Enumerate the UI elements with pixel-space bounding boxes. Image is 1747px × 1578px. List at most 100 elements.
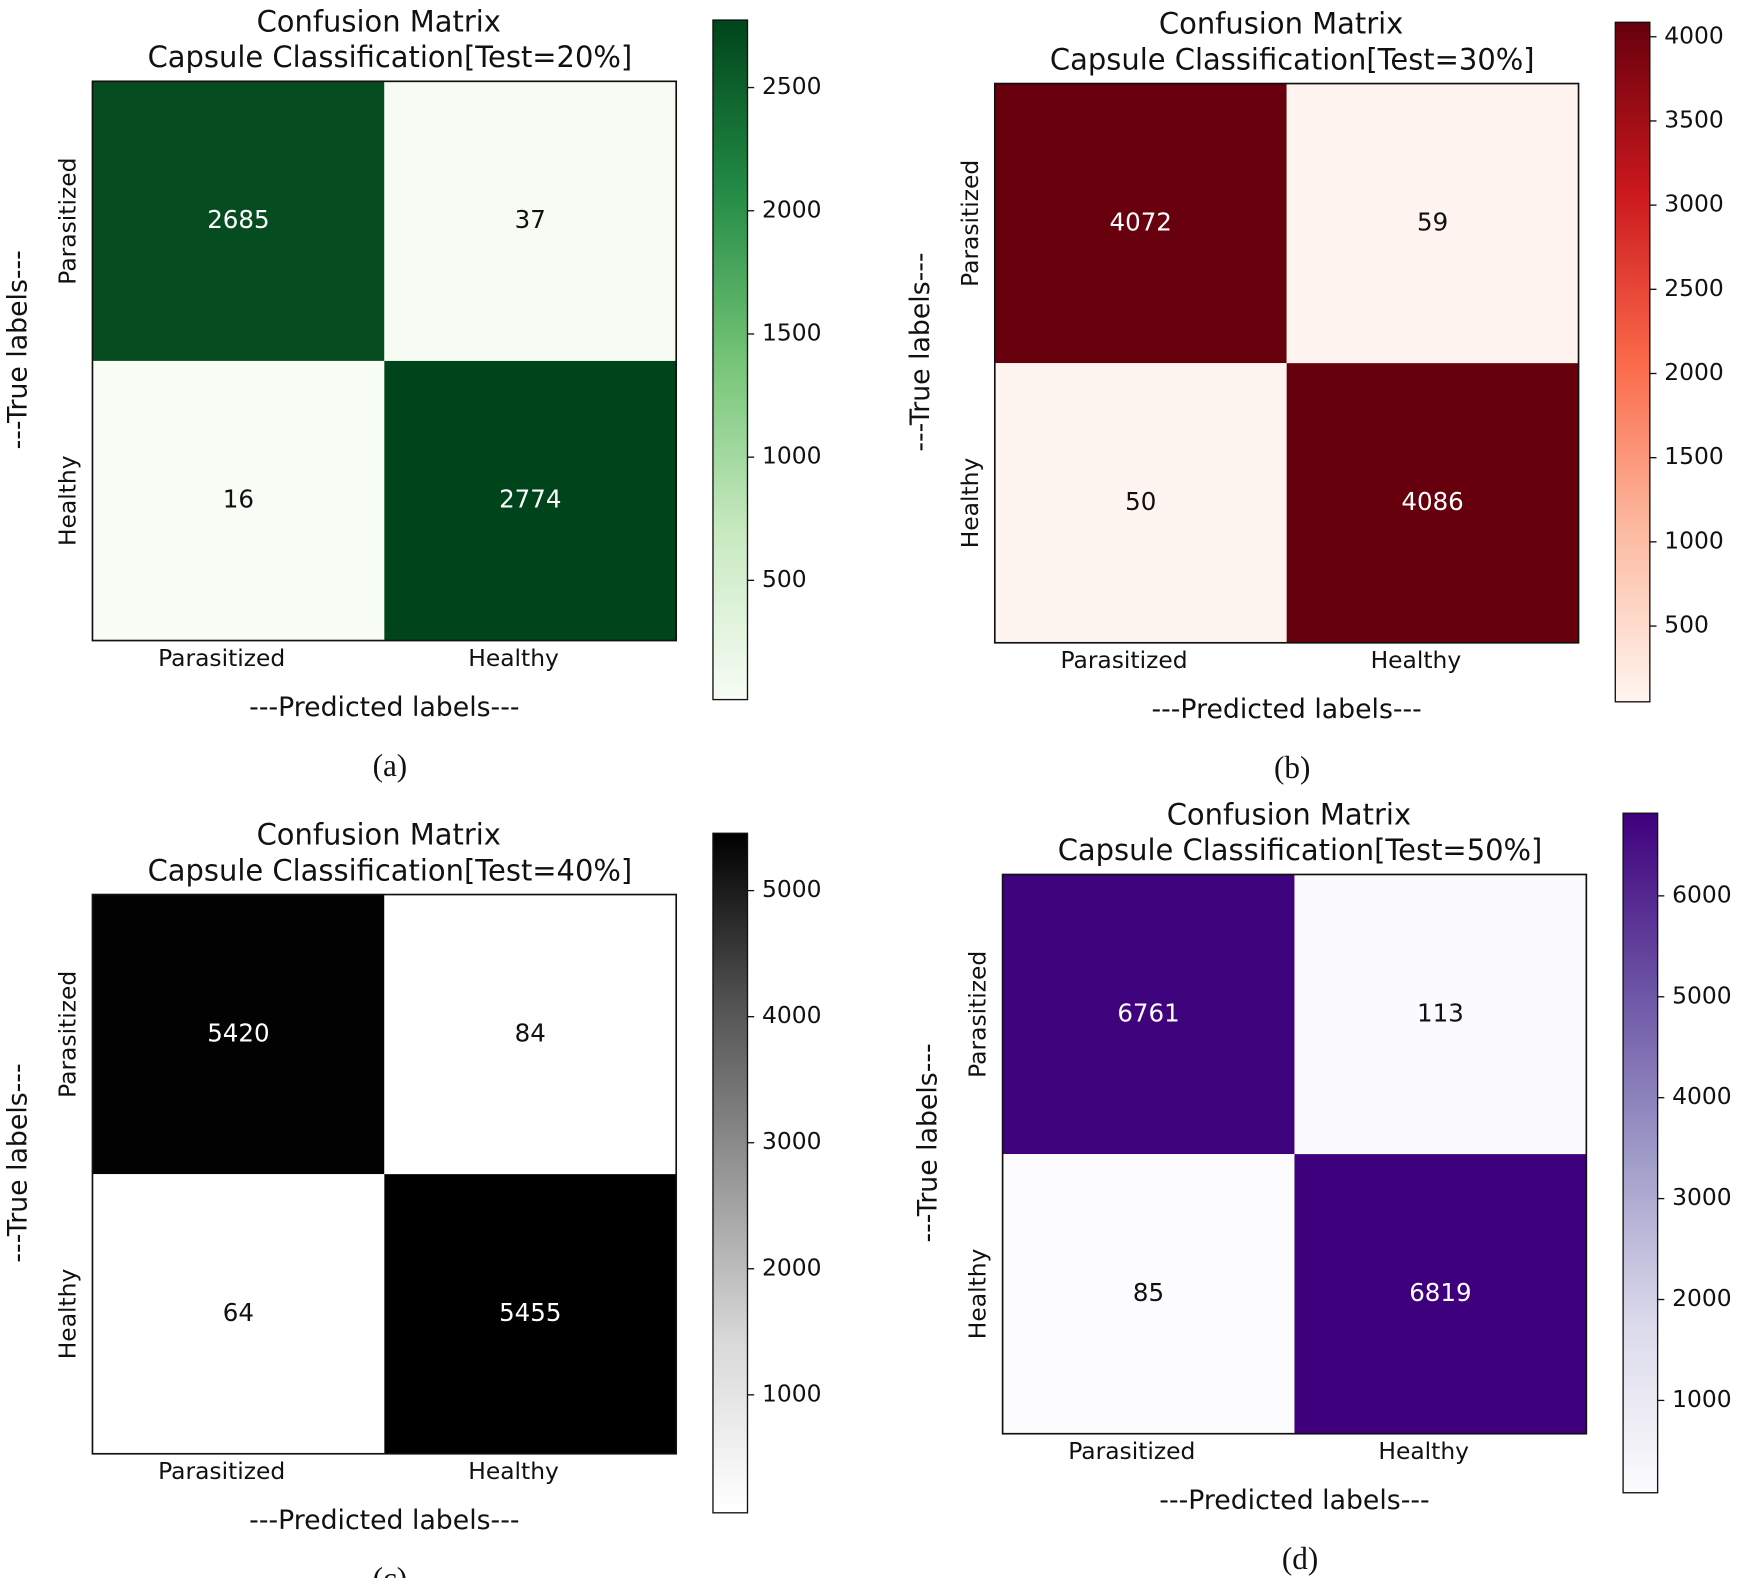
y-axis-label: ---True labels--- bbox=[913, 1043, 944, 1242]
cell bbox=[384, 1174, 677, 1454]
colorbar-tick-label: 5000 bbox=[1672, 981, 1732, 1009]
colorbar-tick-label: 1500 bbox=[1664, 442, 1724, 470]
cell bbox=[994, 83, 1287, 364]
cell-label: 59 bbox=[1417, 207, 1448, 236]
x-tick-label: Parasitized bbox=[158, 644, 285, 672]
cell bbox=[384, 81, 677, 361]
colorbar-tick-label: 3000 bbox=[762, 1127, 822, 1155]
cell bbox=[1286, 363, 1579, 643]
cell-label: 84 bbox=[515, 1018, 546, 1047]
cell-label: 37 bbox=[515, 205, 546, 234]
cell bbox=[384, 894, 677, 1175]
plot-frame bbox=[1001, 873, 1588, 1435]
colorbar-tick-label: 2000 bbox=[762, 195, 822, 223]
colorbar-tick-label: 6000 bbox=[1672, 880, 1732, 908]
x-tick-label: Parasitized bbox=[158, 1457, 285, 1485]
colorbar-tick-label: 3000 bbox=[1672, 1183, 1732, 1211]
cell-label: 5455 bbox=[499, 1298, 561, 1327]
colorbar-tick-label: 500 bbox=[1664, 611, 1709, 639]
caption: (b) bbox=[1274, 750, 1310, 785]
colorbar bbox=[712, 19, 749, 701]
colorbar-tick-label: 4000 bbox=[1664, 21, 1724, 49]
colorbar bbox=[1622, 812, 1659, 1494]
chart-subtitle: Capsule Classification[Test=20%] bbox=[148, 40, 633, 74]
y-tick-label: Parasitized bbox=[54, 158, 82, 285]
y-axis-label: ---True labels--- bbox=[905, 252, 936, 451]
cell bbox=[92, 360, 385, 641]
colorbar-tick-label: 2500 bbox=[1664, 274, 1724, 302]
chart-title: Confusion Matrix bbox=[1167, 798, 1411, 832]
cell-label: 4086 bbox=[1401, 487, 1463, 516]
x-tick-label: Healthy bbox=[468, 1457, 559, 1485]
y-tick-label: Parasitized bbox=[54, 971, 82, 1098]
colorbar-tick-label: 2500 bbox=[762, 72, 822, 100]
x-tick-label: Healthy bbox=[1378, 1437, 1469, 1465]
cell bbox=[92, 81, 385, 361]
cell-label: 6761 bbox=[1117, 998, 1179, 1027]
cell-label: 85 bbox=[1133, 1278, 1164, 1307]
cell bbox=[1286, 83, 1579, 364]
colorbar-tick-label: 5000 bbox=[762, 875, 822, 903]
colorbar-tick-label: 3000 bbox=[1664, 190, 1724, 218]
x-axis-label: ---Predicted labels--- bbox=[1159, 1485, 1429, 1516]
y-tick-label: Healthy bbox=[54, 455, 82, 546]
colorbar bbox=[1614, 21, 1651, 703]
caption: (a) bbox=[373, 748, 408, 783]
cell-label: 50 bbox=[1125, 487, 1156, 516]
chart-subtitle: Capsule Classification[Test=50%] bbox=[1058, 833, 1543, 867]
x-tick-label: Healthy bbox=[468, 644, 559, 672]
colorbar-tick-label: 1500 bbox=[762, 318, 822, 346]
x-axis-label: ---Predicted labels--- bbox=[249, 1505, 519, 1536]
colorbar-tick-label: 1000 bbox=[762, 442, 822, 470]
x-tick-label: Parasitized bbox=[1060, 646, 1187, 674]
cell bbox=[1002, 874, 1295, 1155]
cell-label: 2774 bbox=[499, 485, 561, 514]
cell-label: 4072 bbox=[1110, 207, 1172, 236]
caption: (d) bbox=[1282, 1541, 1318, 1576]
colorbar-tick-label: 1000 bbox=[1672, 1385, 1732, 1413]
colorbar-tick-label: 4000 bbox=[1672, 1082, 1732, 1110]
cell-label: 64 bbox=[223, 1298, 254, 1327]
cell-label: 2685 bbox=[207, 205, 269, 234]
plot-frame bbox=[91, 893, 678, 1455]
chart-subtitle: Capsule Classification[Test=30%] bbox=[1050, 42, 1535, 76]
plot-frame bbox=[91, 80, 678, 642]
caption: (c) bbox=[373, 1561, 408, 1578]
x-axis-label: ---Predicted labels--- bbox=[1152, 694, 1422, 725]
chart-subtitle: Capsule Classification[Test=40%] bbox=[148, 853, 633, 887]
colorbar-tick-label: 4000 bbox=[762, 1001, 822, 1029]
colorbar-tick-label: 2000 bbox=[1672, 1284, 1732, 1312]
colorbar-tick-label: 500 bbox=[762, 565, 807, 593]
plot-frame bbox=[993, 82, 1580, 644]
colorbar-tick-label: 2000 bbox=[1664, 358, 1724, 386]
colorbar-tick-label: 1000 bbox=[762, 1379, 822, 1407]
colorbar bbox=[712, 832, 749, 1514]
cell bbox=[1294, 874, 1587, 1155]
x-tick-label: Parasitized bbox=[1068, 1437, 1195, 1465]
chart-title: Confusion Matrix bbox=[1159, 7, 1403, 41]
cell-label: 6819 bbox=[1409, 1278, 1471, 1307]
cell-label: 16 bbox=[223, 485, 254, 514]
cell bbox=[384, 360, 677, 641]
y-tick-label: Parasitized bbox=[964, 951, 992, 1078]
cell bbox=[1294, 1154, 1587, 1434]
cell bbox=[1002, 1154, 1295, 1434]
x-axis-label: ---Predicted labels--- bbox=[249, 692, 519, 723]
cell-label: 5420 bbox=[207, 1018, 269, 1047]
y-tick-label: Healthy bbox=[964, 1248, 992, 1339]
colorbar-tick-label: 1000 bbox=[1664, 526, 1724, 554]
cell bbox=[994, 363, 1287, 643]
y-axis-label: ---True labels--- bbox=[2, 1063, 33, 1262]
cell bbox=[92, 1174, 385, 1454]
y-tick-label: Parasitized bbox=[956, 160, 984, 287]
y-axis-label: ---True labels--- bbox=[2, 250, 33, 449]
colorbar-tick-label: 2000 bbox=[762, 1253, 822, 1281]
colorbar-tick-label: 3500 bbox=[1664, 105, 1724, 133]
chart-title: Confusion Matrix bbox=[257, 818, 501, 852]
